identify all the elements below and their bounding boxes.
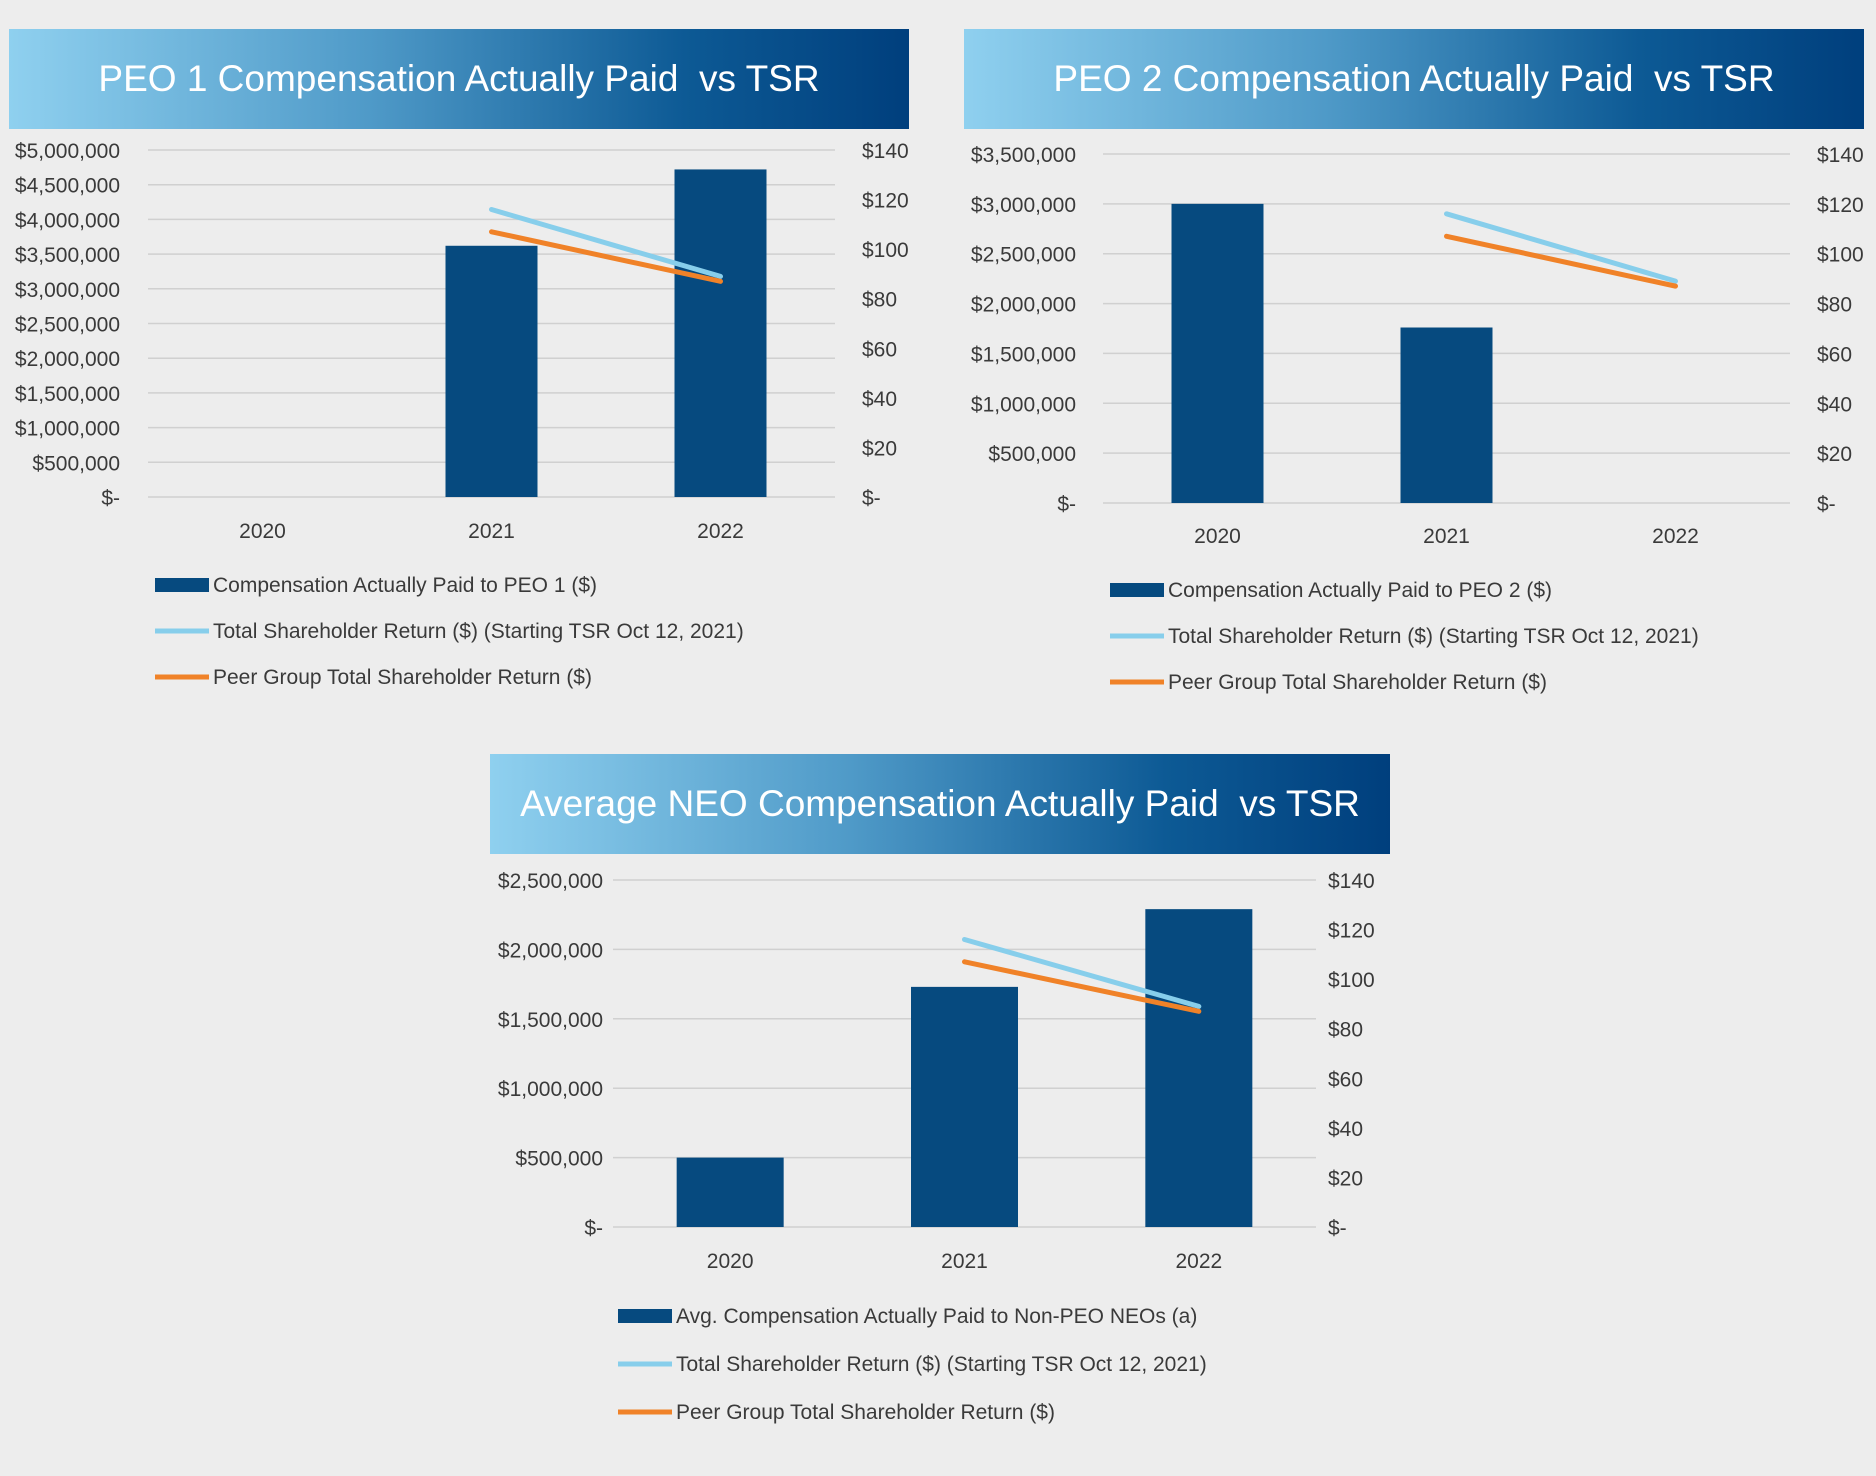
bar — [676, 1157, 784, 1227]
y-left-tick-label: $1,500,000 — [15, 383, 120, 406]
x-tick-label: 2020 — [707, 1250, 754, 1273]
y-left-tick-label: $500,000 — [988, 443, 1076, 466]
y-left-tick-label: $1,000,000 — [971, 393, 1076, 416]
y-left-tick-label: $1,000,000 — [498, 1078, 603, 1101]
y-right-tick-label: $20 — [862, 437, 897, 460]
y-left-tick-label: $2,000,000 — [498, 939, 603, 962]
y-left-tick-label: $4,000,000 — [15, 209, 120, 232]
bar — [1171, 203, 1264, 503]
y-left-tick-label: $1,500,000 — [498, 1009, 603, 1032]
y-right-tick-label: $100 — [862, 239, 909, 262]
tsr-line — [1444, 211, 1678, 284]
peer-tsr-line — [962, 959, 1202, 1014]
peer-tsr-line — [489, 229, 723, 284]
y-left-tick-label: $3,000,000 — [15, 279, 120, 302]
y-right-tick-label: $40 — [1817, 393, 1852, 416]
x-tick-label: 2021 — [941, 1250, 988, 1273]
y-left-tick-label: $2,500,000 — [15, 314, 120, 337]
legend-label: Total Shareholder Return ($) (Starting T… — [213, 620, 744, 643]
y-left-tick-label: $3,500,000 — [15, 244, 120, 267]
y-right-tick-label: $80 — [862, 289, 897, 312]
legend-label: Compensation Actually Paid to PEO 2 ($) — [1168, 579, 1552, 602]
x-tick-label: 2020 — [1194, 525, 1241, 548]
legend-label: Total Shareholder Return ($) (Starting T… — [676, 1353, 1207, 1376]
legend-label: Compensation Actually Paid to PEO 1 ($) — [213, 574, 597, 597]
x-tick-label: 2022 — [1175, 1250, 1222, 1273]
y-right-tick-label: $- — [1328, 1217, 1347, 1240]
legend-label: Peer Group Total Shareholder Return ($) — [1168, 671, 1547, 694]
y-right-tick-label: $20 — [1328, 1167, 1363, 1190]
bar — [1400, 327, 1493, 503]
y-right-tick-label: $60 — [1817, 343, 1852, 366]
y-left-tick-label: $2,500,000 — [971, 244, 1076, 267]
bar — [911, 986, 1018, 1227]
y-left-tick-label: $4,500,000 — [15, 175, 120, 198]
y-left-tick-label: $2,000,000 — [15, 348, 120, 371]
chart-svg-peo1: $5,000,000 $4,500,000 $4,000,000 $3,500,000… — [15, 140, 909, 689]
y-right-tick-label: $100 — [1328, 969, 1375, 992]
chart-title-neo: Average NEO Compensation Actually Paid v… — [490, 754, 1390, 854]
y-right-tick-label: $- — [1817, 493, 1836, 516]
legend-swatch-bar — [1110, 583, 1164, 597]
legend-label: Peer Group Total Shareholder Return ($) — [213, 666, 592, 689]
y-right-tick-label: $- — [862, 487, 881, 510]
legend-swatch-bar — [155, 578, 209, 592]
y-right-tick-label: $140 — [862, 140, 909, 163]
y-left-tick-label: $1,500,000 — [971, 343, 1076, 366]
x-tick-label: 2021 — [468, 520, 515, 543]
x-tick-label: 2022 — [697, 520, 744, 543]
y-right-tick-label: $20 — [1817, 443, 1852, 466]
y-left-tick-label: $- — [1057, 493, 1076, 516]
y-left-tick-label: $2,000,000 — [971, 294, 1076, 317]
chart-peo1: PEO 1 Compensation Actually Paid vs TSR … — [0, 0, 940, 720]
y-left-tick-label: $- — [584, 1217, 603, 1240]
y-left-tick-label: $2,500,000 — [498, 870, 603, 893]
y-right-tick-label: $40 — [862, 388, 897, 411]
y-right-tick-label: $120 — [1817, 194, 1864, 217]
chart-peo2: PEO 2 Compensation Actually Paid vs TSR … — [955, 0, 1876, 720]
y-left-tick-label: $500,000 — [32, 452, 120, 475]
y-right-tick-label: $140 — [1328, 870, 1375, 893]
y-right-tick-label: $100 — [1817, 244, 1864, 267]
y-left-tick-label: $1,000,000 — [15, 418, 120, 441]
tsr-line — [962, 936, 1202, 1009]
y-right-tick-label: $60 — [1328, 1068, 1363, 1091]
legend-label: Avg. Compensation Actually Paid to Non-P… — [676, 1305, 1197, 1328]
y-right-tick-label: $120 — [862, 190, 909, 213]
y-left-tick-label: $3,500,000 — [971, 144, 1076, 167]
bar — [674, 169, 767, 497]
y-right-tick-label: $120 — [1328, 920, 1375, 943]
bar — [1145, 909, 1253, 1227]
y-right-tick-label: $140 — [1817, 144, 1864, 167]
chart-neo: Average NEO Compensation Actually Paid v… — [480, 745, 1420, 1465]
x-tick-label: 2022 — [1652, 525, 1699, 548]
y-left-tick-label: $5,000,000 — [15, 140, 120, 163]
x-tick-label: 2020 — [239, 520, 286, 543]
legend-label: Peer Group Total Shareholder Return ($) — [676, 1401, 1055, 1424]
y-right-tick-label: $80 — [1328, 1019, 1363, 1042]
peer-tsr-line — [1444, 233, 1678, 289]
legend-label: Total Shareholder Return ($) (Starting T… — [1168, 625, 1699, 648]
y-left-tick-label: $500,000 — [515, 1148, 603, 1171]
chart-svg-peo2: $3,500,000 $3,000,000 $2,500,000 $2,000,000… — [971, 144, 1864, 694]
y-left-tick-label: $- — [101, 487, 120, 510]
chart-title-peo2: PEO 2 Compensation Actually Paid vs TSR — [964, 29, 1864, 129]
chart-title-peo1: PEO 1 Compensation Actually Paid vs TSR — [9, 29, 909, 129]
y-right-tick-label: $80 — [1817, 294, 1852, 317]
legend-swatch-bar — [618, 1309, 672, 1323]
y-right-tick-label: $40 — [1328, 1118, 1363, 1141]
x-tick-label: 2021 — [1423, 525, 1470, 548]
chart-svg-neo: $2,500,000 $2,000,000 $1,500,000 $1,000,000… — [498, 870, 1375, 1424]
bar — [445, 245, 538, 497]
y-right-tick-label: $60 — [862, 338, 897, 361]
tsr-line — [489, 206, 723, 279]
y-left-tick-label: $3,000,000 — [971, 194, 1076, 217]
